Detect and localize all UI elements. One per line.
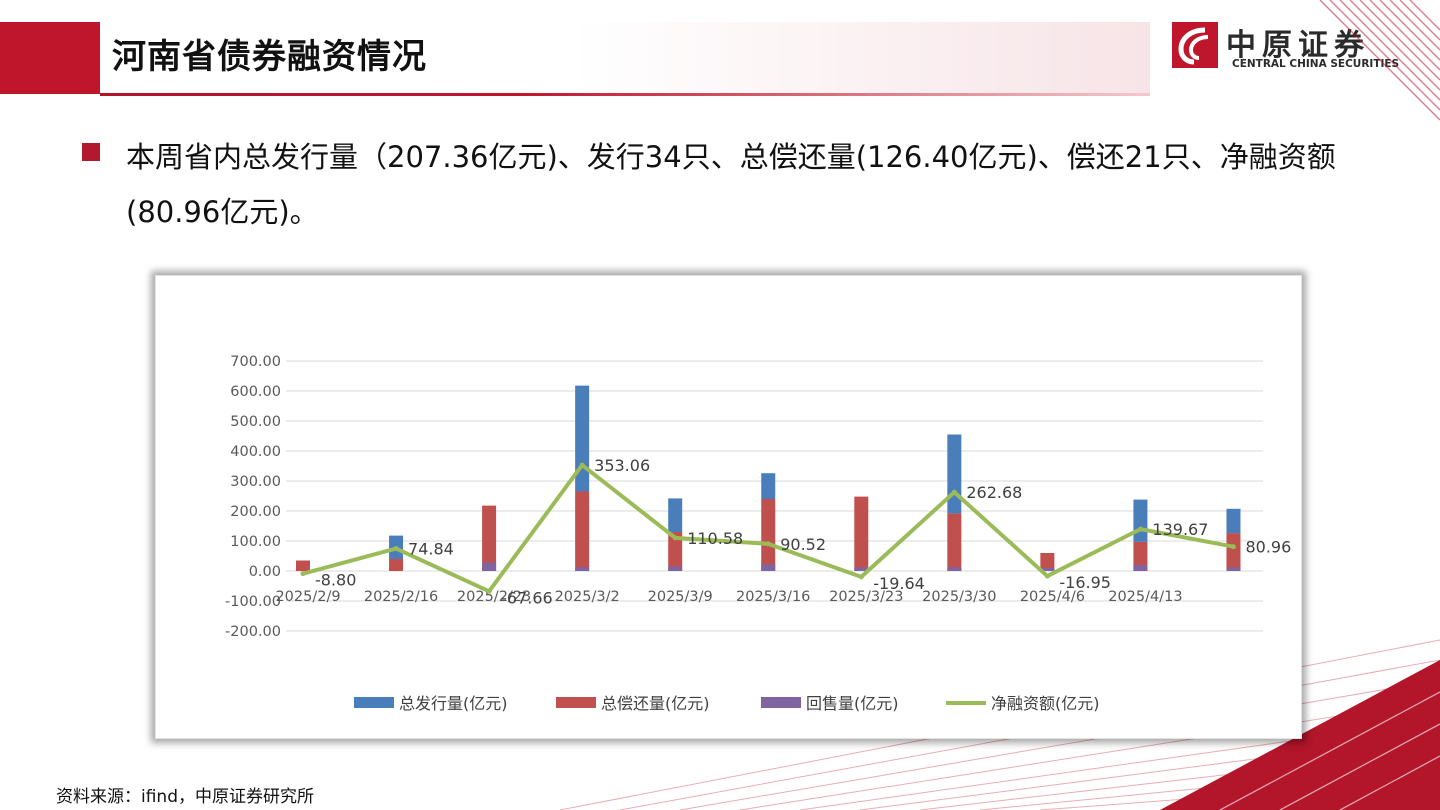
bar-issuance	[1226, 508, 1241, 534]
data-label: 110.58	[687, 529, 743, 548]
x-tick-label: 2025/2/9	[275, 589, 340, 605]
data-label: 139.67	[1152, 520, 1208, 539]
x-tick-label: 2025/3/30	[922, 589, 996, 605]
bar-issuance	[575, 385, 590, 492]
net-financing-point	[951, 489, 957, 495]
bar-issuance	[947, 434, 962, 514]
net-financing-point	[1230, 544, 1236, 550]
bar-repayment	[761, 499, 776, 571]
y-tick-label: 300.00	[230, 474, 281, 490]
logo-mark-icon	[1172, 22, 1218, 68]
bond-financing-chart: 700.00 600.00 500.00 400.00 300.00 200.00 100.…	[225, 354, 1291, 713]
x-tick-label: 2025/2/16	[364, 589, 438, 605]
legend-label: 总发行量(亿元)	[399, 694, 508, 713]
bar-repayment	[575, 491, 590, 571]
data-label: 90.52	[780, 535, 826, 554]
y-tick-label: 400.00	[230, 444, 281, 460]
bar-issuance	[668, 498, 683, 532]
bar-putback	[854, 567, 869, 571]
y-tick-label: 100.00	[230, 534, 281, 550]
bar-putback	[1040, 568, 1055, 571]
bar-putback	[1226, 567, 1241, 571]
net-financing-point	[765, 541, 771, 547]
bar-repayment	[1226, 533, 1241, 571]
header-rule	[100, 93, 1150, 96]
bar-issuance	[761, 473, 776, 499]
x-tick-label: 2025/4/6	[1020, 589, 1085, 605]
legend-swatch	[354, 697, 394, 708]
legend-swatch	[556, 697, 596, 708]
logo-name: 中原证券	[1226, 28, 1370, 63]
summary-text: 本周省内总发行量（207.36亿元)、发行34只、总偿还量(126.40亿元)、…	[126, 140, 1336, 229]
company-logo: 中原证券 CENTRAL CHINA SECURITIES	[1172, 22, 1412, 72]
data-label: 80.96	[1245, 538, 1291, 557]
bar-repayment	[668, 532, 683, 571]
bar-putback	[1133, 565, 1148, 571]
bar-issuance	[1133, 499, 1148, 542]
legend-label: 回售量(亿元)	[806, 694, 899, 713]
bar-putback	[575, 567, 590, 571]
x-tick-label: 2025/3/16	[736, 589, 810, 605]
y-tick-label: -100.00	[225, 594, 281, 610]
net-financing-point	[300, 571, 306, 577]
page-title: 河南省债券融资情况	[112, 37, 427, 77]
legend-label: 总偿还量(亿元)	[601, 694, 710, 713]
data-label: 353.06	[594, 456, 650, 475]
header-bar	[100, 22, 1150, 94]
net-financing-point	[1044, 573, 1050, 579]
x-tick-label: 2025/3/9	[648, 589, 713, 605]
bar-putback	[668, 566, 683, 571]
y-tick-label: -200.00	[225, 624, 281, 640]
x-tick-label: 2025/3/23	[829, 589, 903, 605]
bar-repayment	[854, 496, 869, 571]
header-accent-block	[0, 22, 100, 94]
bar-repayment	[296, 560, 310, 571]
net-financing-point	[486, 588, 492, 594]
net-financing-point	[393, 546, 399, 552]
net-financing-point	[579, 462, 585, 468]
legend-swatch	[761, 697, 801, 708]
data-label: -67.66	[501, 588, 553, 607]
net-financing-point	[672, 535, 678, 541]
y-tick-label: 700.00	[230, 354, 281, 370]
bar-putback	[947, 567, 962, 571]
source-note: 资料来源：ifind，中原证券研究所	[56, 787, 314, 807]
x-tick-label: 2025/2/23	[457, 589, 531, 605]
bar-putback	[761, 564, 776, 571]
y-tick-label: 0.00	[249, 564, 281, 580]
data-label: 262.68	[966, 483, 1022, 502]
y-tick-label: 200.00	[230, 504, 281, 520]
logo-english-name: CENTRAL CHINA SECURITIES	[1232, 58, 1400, 70]
data-label: -16.95	[1059, 573, 1111, 592]
bullet-marker	[82, 143, 100, 161]
x-tick-label: 2025/4/13	[1108, 589, 1182, 605]
bar-repayment	[1133, 541, 1148, 571]
bar-repayment	[947, 513, 962, 571]
bar-repayment	[482, 505, 497, 571]
bar-repayment	[1040, 553, 1055, 571]
legend-label: 净融资额(亿元)	[991, 694, 1100, 713]
y-tick-label: 600.00	[230, 384, 281, 400]
bar-putback	[482, 562, 497, 571]
data-label: 74.84	[408, 540, 454, 559]
x-tick-label: 2025/3/2	[555, 589, 620, 605]
net-financing-point	[858, 574, 864, 580]
chart-frame: 700.00 600.00 500.00 400.00 300.00 200.00 100.…	[155, 275, 1302, 739]
data-label: -19.64	[873, 574, 925, 593]
y-tick-label: 500.00	[230, 414, 281, 430]
net-financing-point	[1137, 526, 1143, 532]
data-label: -8.80	[315, 571, 356, 590]
corner-stripes-decoration	[1319, 0, 1440, 121]
bar-repayment	[389, 559, 404, 571]
